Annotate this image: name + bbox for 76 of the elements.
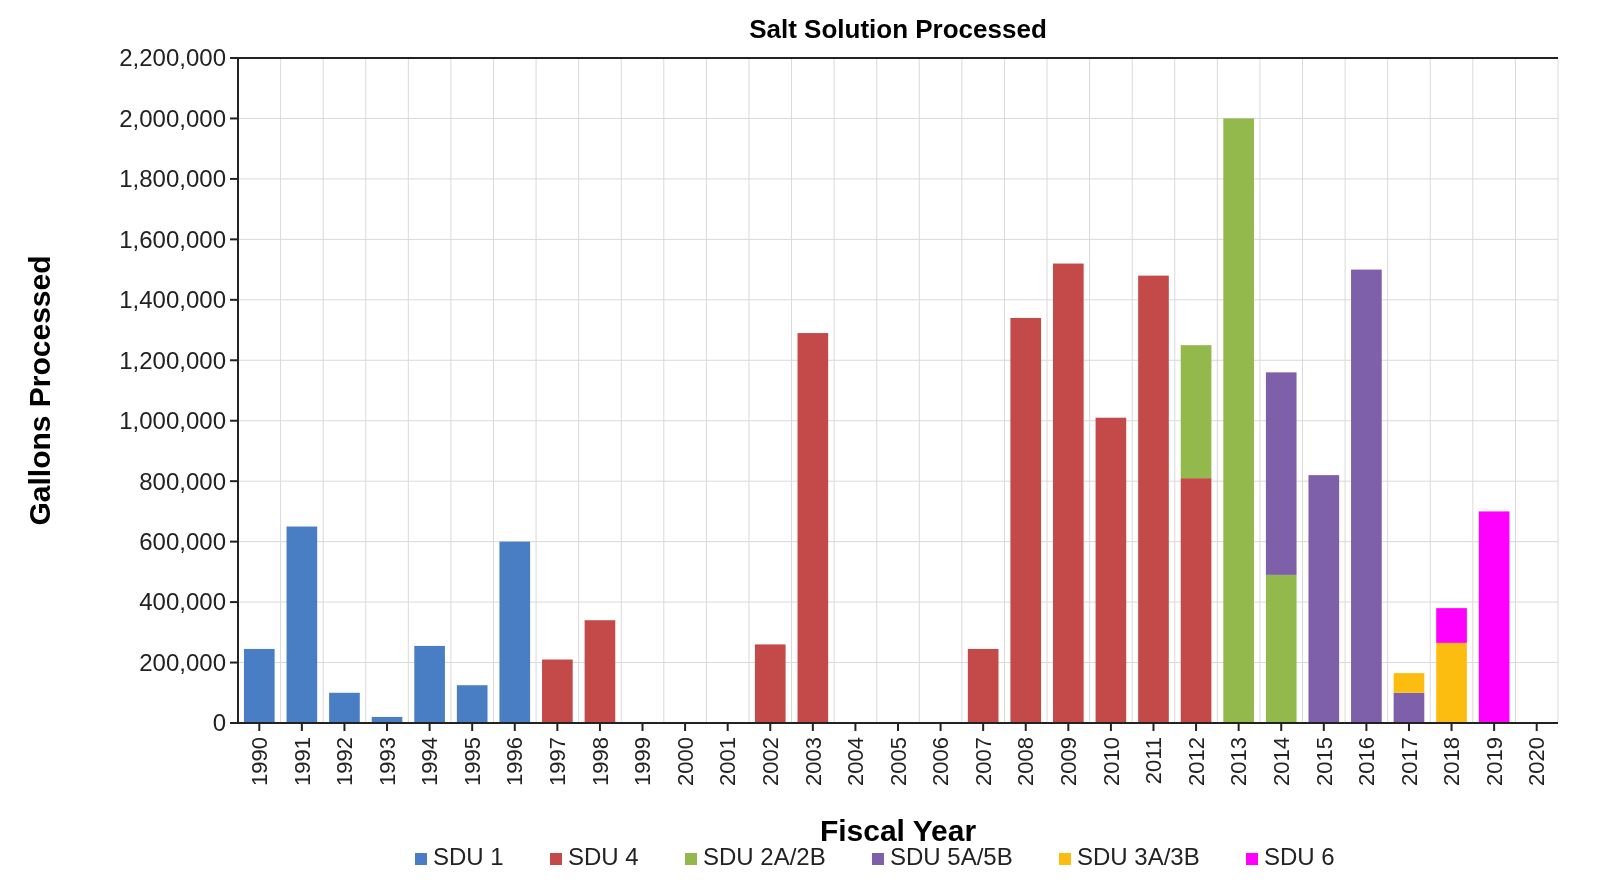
legend-label: SDU 4: [568, 843, 639, 870]
x-tick-label: 2010: [1098, 737, 1124, 786]
bar: [329, 692, 360, 723]
y-tick-label: 800,000: [139, 467, 226, 495]
x-tick-label: 1997: [545, 737, 571, 786]
bar: [286, 526, 318, 723]
x-tick-label: 2002: [757, 737, 783, 786]
bar: [456, 685, 488, 723]
bar: [1052, 263, 1084, 723]
x-tick-label: 2001: [715, 737, 741, 786]
bar: [797, 333, 829, 723]
x-tick-label: 2000: [672, 737, 698, 786]
x-tick-label: 2018: [1439, 737, 1465, 786]
bar: [1308, 475, 1340, 723]
x-tick-label: 2012: [1183, 737, 1209, 786]
legend-label: SDU 3A/3B: [1077, 843, 1200, 870]
y-axis-title: Gallons Processed: [23, 255, 56, 526]
x-tick-label: 1998: [587, 737, 613, 786]
x-tick-label: 1999: [630, 737, 656, 786]
y-tick-label: 600,000: [139, 528, 226, 556]
bar: [414, 645, 445, 723]
x-tick-label: 2017: [1396, 737, 1422, 786]
x-tick-label: 1991: [289, 737, 315, 786]
x-tick-label: 1996: [502, 737, 528, 786]
bar: [1265, 574, 1297, 723]
x-tick-label: 1990: [246, 737, 272, 786]
y-tick-label: 1,800,000: [119, 165, 226, 193]
y-tick-label: 1,400,000: [119, 286, 226, 314]
bar: [1180, 478, 1212, 723]
x-tick-label: 2011: [1141, 737, 1167, 785]
x-tick-label: 2005: [885, 737, 911, 786]
y-tick-label: 0: [212, 709, 226, 737]
y-tick-label: 200,000: [139, 648, 226, 676]
x-tick-label: 2004: [843, 737, 869, 786]
x-tick-label: 2019: [1481, 737, 1507, 786]
bar: [499, 541, 531, 723]
bar: [542, 659, 573, 723]
bar: [1436, 608, 1467, 643]
bar: [1010, 317, 1042, 723]
x-tick-label: 2013: [1226, 737, 1252, 786]
x-tick-label: 2008: [1013, 737, 1039, 786]
y-tick-label: 400,000: [139, 588, 226, 616]
x-tick-label: 2009: [1056, 737, 1082, 786]
y-tick-label: 1,200,000: [119, 346, 226, 374]
bar: [1180, 345, 1212, 479]
chart-title: Salt Solution Processed: [749, 14, 1047, 44]
x-tick-label: 1993: [374, 737, 400, 786]
bar: [243, 648, 275, 723]
y-tick-label: 2,000,000: [119, 104, 226, 132]
bar: [1393, 673, 1425, 693]
bar: [754, 644, 786, 723]
bar: [1478, 511, 1510, 723]
legend-label: SDU 1: [433, 843, 504, 870]
x-tick-label: 2020: [1524, 737, 1550, 786]
x-tick-label: 2016: [1354, 737, 1380, 786]
y-tick-label: 2,200,000: [119, 44, 226, 72]
bar: [1393, 692, 1425, 723]
bar: [1223, 118, 1254, 723]
legend-label: SDU 6: [1264, 843, 1335, 870]
bar: [1351, 269, 1382, 723]
bar: [1265, 372, 1297, 575]
y-tick-label: 1,000,000: [119, 407, 226, 435]
bar: [1138, 275, 1169, 723]
x-tick-label: 2007: [970, 737, 996, 786]
x-tick-label: 2003: [800, 737, 826, 786]
bar: [1436, 642, 1467, 723]
x-tick-label: 1994: [417, 737, 443, 786]
x-tick-label: 2014: [1268, 737, 1294, 786]
bar: [1095, 417, 1127, 723]
bar: [967, 648, 999, 723]
x-tick-label: 2006: [928, 737, 954, 786]
bar: [584, 620, 616, 723]
x-tick-label: 2015: [1311, 737, 1337, 786]
x-tick-label: 1992: [332, 737, 358, 786]
x-tick-label: 1995: [459, 737, 485, 786]
y-tick-label: 1,600,000: [119, 225, 226, 253]
